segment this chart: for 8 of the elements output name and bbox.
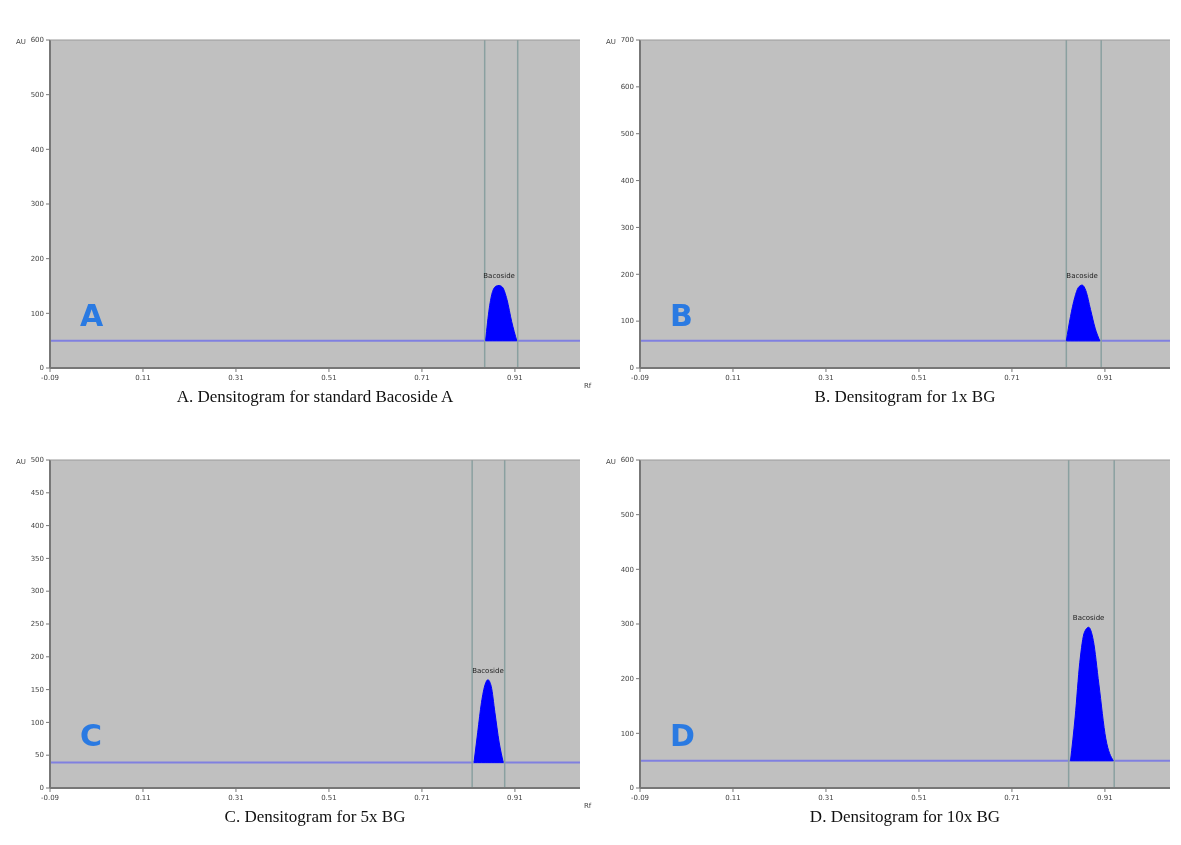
annotation: A	[80, 298, 104, 333]
annotation: C	[80, 718, 103, 753]
annotation: D	[670, 718, 695, 753]
text: A. Densitogram for standard Bacoside A	[176, 387, 455, 406]
annotation: B	[670, 298, 693, 333]
text: B. Densitogram for 1x BG	[814, 387, 996, 406]
text: D. Densitogram for 10x BG	[809, 807, 1001, 826]
text: C. Densitogram for 5x BG	[224, 807, 406, 826]
